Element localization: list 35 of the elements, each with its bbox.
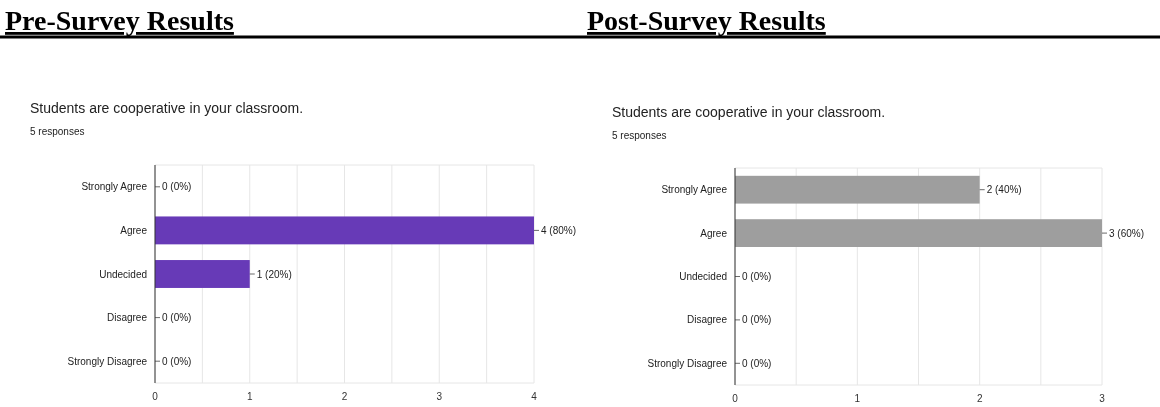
y-tick-label: Strongly Disagree (67, 355, 148, 367)
y-tick-label: Strongly Agree (661, 184, 728, 196)
y-tick-label: Strongly Agree (81, 181, 148, 193)
x-tick-label: 3 (1099, 393, 1106, 404)
text: 5 responses (30, 126, 85, 137)
y-tick-label: Disagree (106, 312, 148, 324)
data-label: 0 (0%) (162, 355, 192, 367)
data-label: 0 (0%) (162, 181, 192, 193)
x-tick-label: 2 (341, 391, 348, 402)
x-tick-label: 0 (732, 393, 739, 404)
data-label: 0 (0%) (742, 314, 772, 326)
data-label: 4 (80%) (541, 224, 577, 236)
data-label: 2 (40%) (986, 184, 1022, 196)
y-tick-label: Undecided (679, 271, 727, 282)
y-tick-label: Strongly Disagree (647, 357, 728, 369)
x-tick-label: 0 (152, 391, 159, 402)
y-tick-label: Disagree (686, 314, 728, 326)
text: 5 responses (612, 130, 667, 141)
data-label: 0 (0%) (742, 271, 772, 282)
data-label: 3 (60%) (1109, 227, 1145, 239)
y-tick-label: Agree (120, 224, 148, 236)
chart-subtitle: Students are cooperative in your classroom. (612, 104, 886, 120)
y-tick-label: Agree (700, 227, 728, 239)
chart-subtitle: Students are cooperative in your classroom. (30, 100, 304, 116)
x-tick-label: 3 (436, 391, 443, 402)
chart-title: Post-Survey Results (587, 5, 826, 36)
data-label: 1 (20%) (256, 268, 292, 280)
x-tick-label: 2 (976, 393, 983, 404)
y-tick-label: Undecided (99, 268, 147, 280)
chart-title: Pre-Survey Results (5, 5, 234, 36)
x-tick-label: 1 (854, 393, 861, 404)
data-label: 0 (0%) (742, 357, 772, 369)
x-tick-label: 4 (531, 391, 538, 402)
data-label: 0 (0%) (162, 312, 192, 324)
x-tick-label: 1 (246, 391, 253, 402)
